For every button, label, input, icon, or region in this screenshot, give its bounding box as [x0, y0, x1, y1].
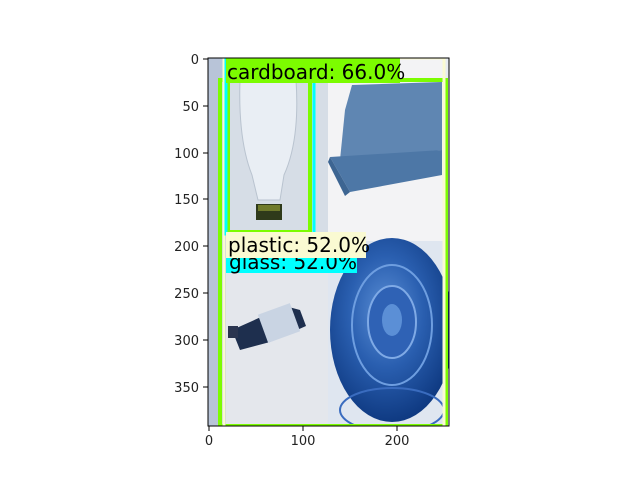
y-axis: 0 50 100 150 200 250 300 350: [174, 53, 208, 396]
x-tick-0: 0: [205, 434, 213, 449]
plastic-label-bg: [226, 232, 366, 258]
plastic-box: [222, 58, 446, 426]
x-axis: 0 100 200: [205, 426, 410, 449]
photo-plastic-jug: [226, 58, 328, 241]
x-tick-200: 200: [385, 434, 410, 449]
y-tick-300: 300: [174, 334, 199, 349]
image-area: glass: 52.0% plastic: 52.0% cardboard: 6…: [208, 58, 449, 426]
x-tick-100: 100: [291, 434, 316, 449]
y-tick-350: 350: [174, 381, 199, 396]
y-tick-50: 50: [182, 100, 199, 115]
y-tick-250: 250: [174, 287, 199, 302]
axes-frame: [207, 57, 450, 427]
photo-cardboard-sheet: [328, 58, 443, 241]
cardboard-label: cardboard: 66.0%: [227, 60, 405, 84]
y-tick-0: 0: [191, 53, 199, 68]
cardboard-label-bg: [226, 58, 400, 83]
y-tick-100: 100: [174, 147, 199, 162]
y-tick-200: 200: [174, 240, 199, 255]
y-tick-150: 150: [174, 193, 199, 208]
plastic-label: plastic: 52.0%: [228, 233, 370, 257]
